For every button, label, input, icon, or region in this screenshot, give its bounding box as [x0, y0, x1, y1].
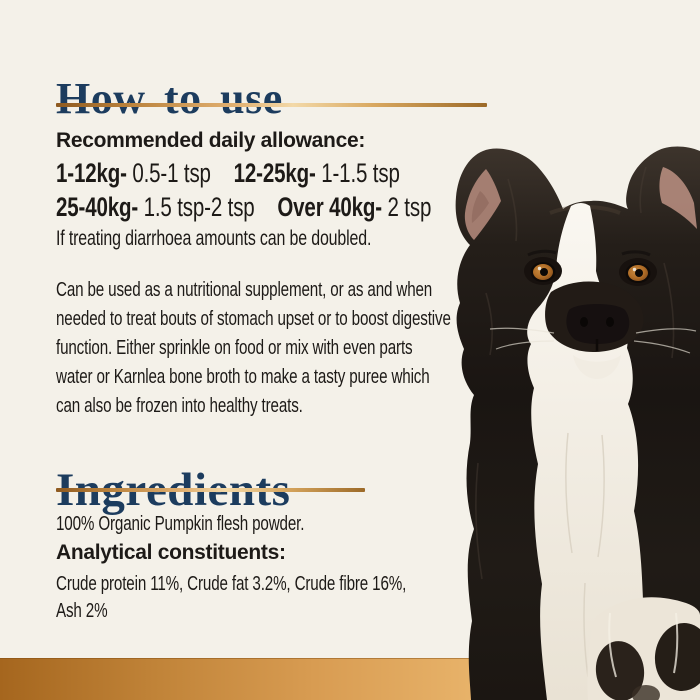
dog-right-eye-glint: [632, 267, 637, 272]
gold-divider-bottom: [56, 488, 365, 492]
how-to-use-title: How to use: [56, 74, 283, 124]
dog-whiskers: [489, 327, 697, 354]
gold-divider-top: [56, 103, 487, 107]
dosage-note: If treating diarrhoea amounts can be dou…: [56, 227, 372, 250]
dog-toe-shadow: [632, 685, 660, 700]
dosage-weight: 25-40kg-: [56, 192, 139, 222]
dosage-amount: 2 tsp: [387, 192, 432, 222]
dog-paw-patch-right: [654, 623, 700, 691]
dosage-amount: 1.5 tsp-2 tsp: [143, 192, 255, 222]
dog-dark-fur-strokes: [475, 166, 675, 580]
dog-nose: [566, 304, 630, 344]
dosage-amount: 1-1.5 tsp: [321, 158, 400, 188]
dog-left-eye-glint: [537, 266, 542, 271]
dog-left-inner-ear-shadow: [471, 191, 489, 223]
dosage-line-2: 25-40kg- 1.5 tsp-2 tsp Over 40kg- 2 tsp: [56, 192, 431, 223]
analytical-heading: Analytical constituents:: [56, 541, 286, 564]
dosage-line-1: 1-12kg- 0.5-1 tsp 12-25kg- 1-1.5 tsp: [56, 158, 400, 189]
allowance-heading: Recommended daily allowance:: [56, 129, 366, 152]
dog-nostril-left: [580, 317, 588, 327]
dog-nostril-right: [606, 317, 614, 327]
dosage-weight: Over 40kg-: [277, 192, 382, 222]
dosage-weight: 12-25kg-: [233, 158, 316, 188]
composition-text: 100% Organic Pumpkin flesh powder.: [56, 513, 305, 535]
dog-left-brow: [527, 249, 557, 257]
dog-right-brow: [621, 250, 651, 257]
dog-white-fur-strokes: [565, 432, 605, 678]
dog-photo: [455, 146, 700, 700]
dog-paw-patch-left: [595, 641, 645, 700]
dog-chin-white: [573, 355, 621, 379]
dog-right-eye-pupil: [635, 269, 643, 277]
analytical-values: Crude protein 11%, Crude fat 3.2%, Crude…: [56, 573, 407, 622]
dosage-weight: 1-12kg-: [56, 158, 127, 188]
usage-description: Can be used as a nutritional supplement,…: [56, 279, 451, 417]
dosage-amount: 0.5-1 tsp: [132, 158, 211, 188]
dog-paw-white-strokes: [608, 612, 679, 678]
dog-right-inner-ear: [659, 167, 697, 229]
dog-left-eye-pupil: [540, 268, 548, 276]
